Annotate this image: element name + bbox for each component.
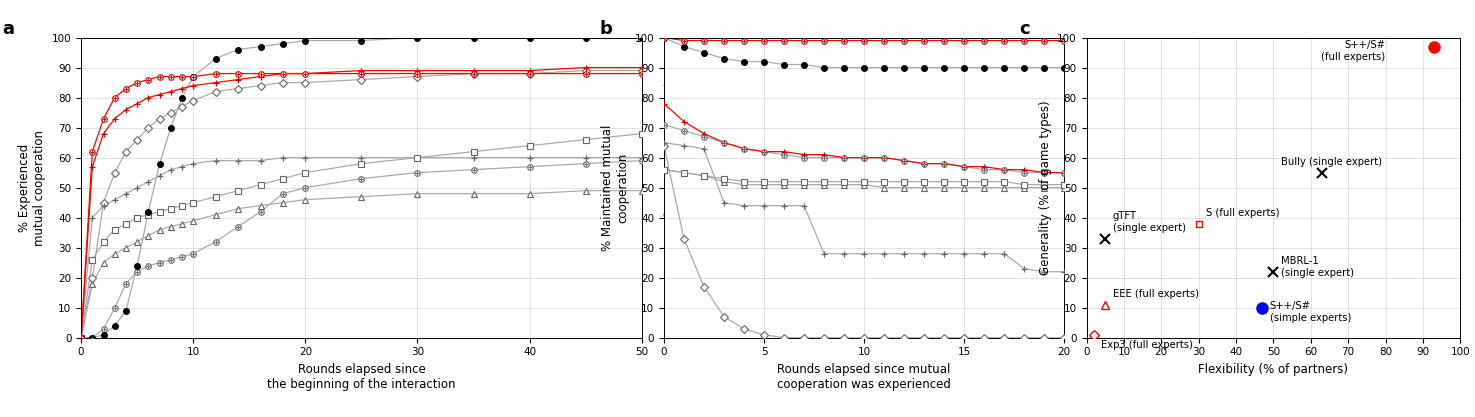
Legend: No, Yes: No, Yes	[664, 211, 727, 248]
Text: MBRL-1
(single expert): MBRL-1 (single expert)	[1280, 256, 1354, 278]
Text: EEE (full experts): EEE (full experts)	[1112, 289, 1199, 299]
X-axis label: Rounds elapsed since
the beginning of the interaction: Rounds elapsed since the beginning of th…	[267, 363, 456, 391]
Text: Bully (single expert): Bully (single expert)	[1280, 157, 1382, 167]
Y-axis label: % Maintained mutual
cooperation: % Maintained mutual cooperation	[600, 124, 628, 251]
Text: b: b	[600, 20, 612, 38]
Text: Exp3 (full experts): Exp3 (full experts)	[1102, 340, 1193, 350]
X-axis label: Rounds elapsed since mutual
cooperation was experienced: Rounds elapsed since mutual cooperation …	[777, 363, 951, 391]
X-axis label: Flexibility (% of partners): Flexibility (% of partners)	[1198, 363, 1348, 376]
Text: S++/S#
(simple experts): S++/S# (simple experts)	[1270, 301, 1351, 323]
Text: S (full experts): S (full experts)	[1207, 208, 1280, 218]
Text: a: a	[3, 20, 15, 38]
Y-axis label: Generality (% of game types): Generality (% of game types)	[1038, 100, 1052, 275]
Text: c: c	[1019, 20, 1030, 38]
Y-axis label: % Experienced
mutual cooperation: % Experienced mutual cooperation	[18, 130, 46, 246]
Text: S++/S#
(full experts): S++/S# (full experts)	[1322, 40, 1385, 62]
Text: gTFT
(single expert): gTFT (single expert)	[1112, 211, 1186, 233]
